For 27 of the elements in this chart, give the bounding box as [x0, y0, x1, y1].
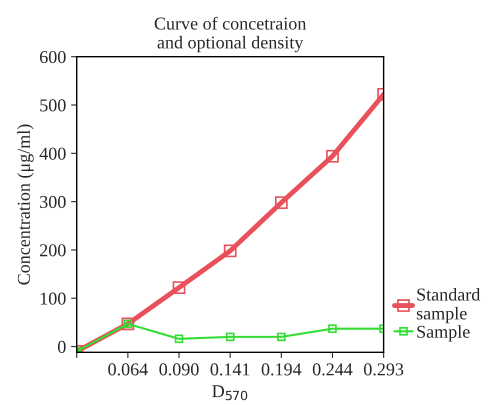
- point: [326, 150, 339, 163]
- point: [328, 324, 337, 333]
- legend-label: Standard sample: [416, 288, 480, 324]
- x-tick-label: 0.064: [108, 363, 148, 376]
- y-axis-title: Concentration (μg/ml): [17, 124, 34, 285]
- x-tick-label: 0.194: [262, 363, 302, 376]
- legend-label: Sample: [417, 325, 470, 342]
- y-tick-label: 100: [40, 292, 66, 305]
- point: [224, 244, 237, 258]
- x-tick-label: 0.090: [159, 363, 199, 376]
- y-tick-label: 400: [40, 148, 66, 160]
- point: [274, 196, 288, 209]
- y-tick-label: 0: [58, 340, 66, 353]
- y-tick-label: 300: [40, 196, 66, 208]
- y-tick-label: 500: [40, 99, 66, 112]
- y-tick-label: 200: [40, 244, 66, 256]
- point: [121, 317, 134, 330]
- x-tick-label: 0.141: [210, 363, 250, 376]
- y-tick-label: 600: [40, 50, 66, 64]
- point: [226, 332, 234, 342]
- chart-title: Curve of concetraion and optional density: [154, 16, 306, 52]
- point: [174, 334, 184, 344]
- x-axis-title: D$_{570}$: [212, 385, 248, 400]
- point: [277, 332, 286, 342]
- point: [172, 281, 186, 294]
- x-tick-label: 0.293: [364, 363, 404, 376]
- x-tick-label: 0.244: [312, 363, 353, 376]
